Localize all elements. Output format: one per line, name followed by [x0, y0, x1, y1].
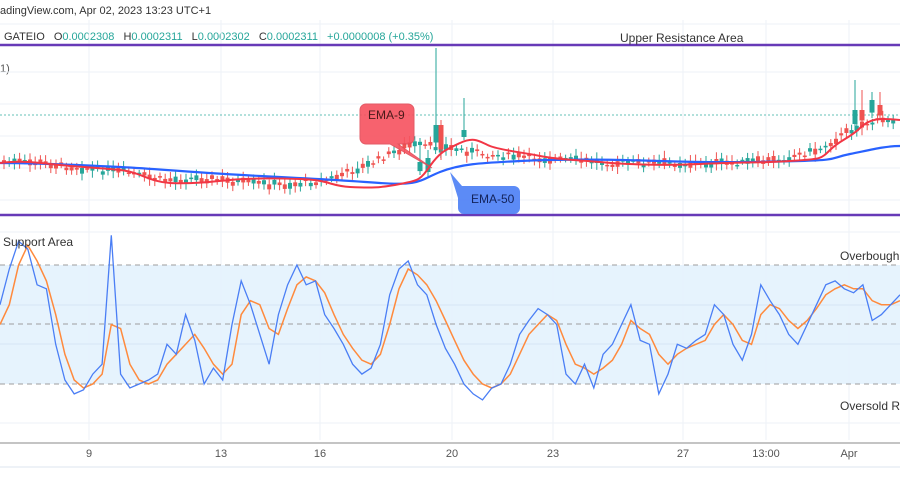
candlesticks [2, 48, 896, 195]
x-tick-label: 27 [676, 448, 690, 460]
indicator-param-label: 1) [0, 63, 10, 75]
low-value: 0.0002302 [197, 31, 250, 43]
horizontal-gridlines [0, 23, 900, 233]
ema9-callout [359, 103, 433, 169]
stoch-k-line [0, 235, 900, 401]
upper-resistance-label: Upper Resistance Area [620, 31, 744, 45]
ema50-callout [450, 172, 520, 214]
open-value: 0.0002308 [62, 31, 115, 43]
stoch-d-line [0, 243, 900, 389]
ohlc-legend: GATEIO O0.0002308 H0.0002311 L0.0002302 … [0, 31, 433, 43]
x-tick-label: 20 [445, 448, 459, 460]
ema50-line [0, 144, 900, 185]
change-value: +0.0000008 (+0.35%) [327, 31, 434, 43]
oversold-label: Oversold R [840, 399, 900, 413]
support-area-label: Support Area [3, 235, 74, 249]
x-tick-label: 16 [313, 448, 327, 460]
close-label: C [258, 31, 267, 43]
x-tick-label: 13:00 [752, 448, 780, 460]
x-tick-label: 9 [85, 448, 93, 460]
chart-source-timestamp: adingView.com, Apr 02, 2023 13:23 UTC+1 [0, 5, 212, 17]
open-label: O [53, 31, 63, 43]
overbought-label: Overbough [840, 249, 900, 263]
high-label: H [123, 31, 132, 43]
low-label: L [191, 31, 198, 43]
x-tick-label: Apr [840, 448, 858, 460]
symbol-label: GATEIO [4, 31, 45, 43]
ema9-label: EMA-9 [368, 108, 405, 122]
ema50-label: EMA-50 [471, 192, 515, 206]
close-value: 0.0002311 [266, 31, 318, 43]
x-tick-label: 23 [546, 448, 560, 460]
high-value: 0.0002311 [131, 31, 183, 43]
ema9-line [0, 118, 900, 189]
x-tick-label: 13 [214, 448, 228, 460]
